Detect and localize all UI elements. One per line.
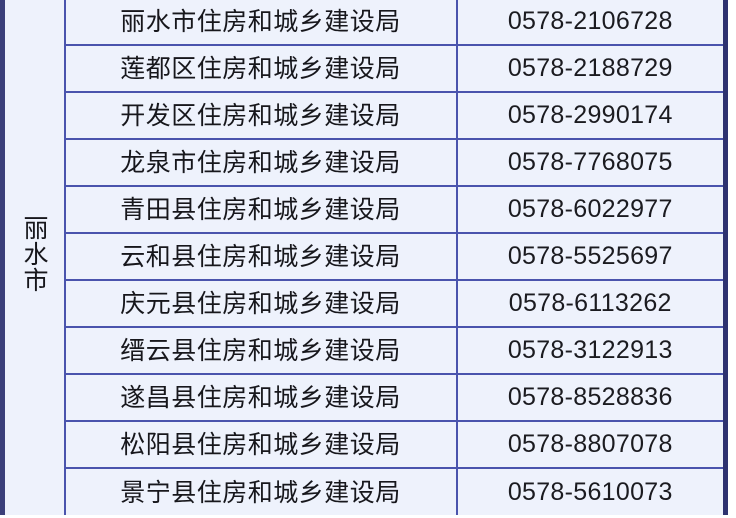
- phone-number: 0578-6113262: [508, 289, 672, 317]
- department-name: 松阳县住房和城乡建设局: [120, 430, 401, 459]
- table-row: 松阳县住房和城乡建设局 0578-8807078: [3, 420, 726, 469]
- department-name: 景宁县住房和城乡建设局: [120, 477, 401, 507]
- table-row: 云和县住房和城乡建设局 0578-5525697: [3, 232, 726, 281]
- phone-number: 0578-2106728: [507, 6, 673, 35]
- department-cell: 庆元县住房和城乡建设局: [63, 279, 458, 328]
- department-cell: 莲都区住房和城乡建设局: [63, 44, 458, 93]
- table-row: 遂昌县住房和城乡建设局 0578-8528836: [3, 373, 726, 422]
- phone-cell: 0578-2990174: [455, 91, 726, 140]
- table-row: 开发区住房和城乡建设局 0578-2990174: [3, 91, 726, 140]
- department-name: 开发区住房和城乡建设局: [120, 101, 401, 130]
- department-cell: 景宁县住房和城乡建设局: [63, 467, 458, 515]
- department-cell: 遂昌县住房和城乡建设局: [63, 373, 458, 422]
- phone-number: 0578-8528836: [507, 383, 673, 411]
- department-name: 丽水市住房和城乡建设局: [120, 6, 401, 36]
- phone-number: 0578-2188729: [507, 54, 673, 82]
- department-name: 云和县住房和城乡建设局: [120, 242, 401, 271]
- department-cell: 开发区住房和城乡建设局: [63, 91, 458, 140]
- table-row: 丽水市 丽水市住房和城乡建设局 0578-2106728: [2, 0, 726, 515]
- region-cell: 丽水市: [2, 0, 66, 515]
- phone-cell: 0578-2188729: [455, 44, 726, 93]
- phone-cell: 0578-5610073: [455, 467, 726, 515]
- department-name: 莲都区住房和城乡建设局: [120, 54, 401, 83]
- table-row: 缙云县住房和城乡建设局 0578-3122913: [3, 326, 726, 375]
- phone-cell: 0578-3122913: [455, 326, 726, 375]
- department-cell: 松阳县住房和城乡建设局: [63, 420, 458, 469]
- phone-cell: 0578-2106728: [455, 0, 726, 46]
- table-row: 景宁县住房和城乡建设局 0578-5610073: [3, 467, 726, 515]
- phone-cell: 0578-5525697: [455, 232, 726, 281]
- department-name: 青田县住房和城乡建设局: [120, 195, 401, 224]
- phone-number: 0578-5525697: [507, 242, 673, 270]
- department-cell: 丽水市住房和城乡建设局: [63, 0, 458, 46]
- department-cell: 龙泉市住房和城乡建设局: [63, 138, 458, 187]
- region-label: 丽水市: [20, 215, 49, 293]
- table-body: 丽水市 丽水市住房和城乡建设局 0578-2106728 莲都区住房和城乡建设局…: [2, 0, 726, 515]
- table-row: 青田县住房和城乡建设局 0578-6022977: [3, 185, 726, 234]
- phone-cell: 0578-7768075: [455, 138, 726, 187]
- phone-number: 0578-5610073: [507, 477, 673, 506]
- phone-cell: 0578-6022977: [455, 185, 726, 234]
- department-name: 庆元县住房和城乡建设局: [120, 289, 401, 318]
- department-cell: 缙云县住房和城乡建设局: [63, 326, 458, 375]
- phone-cell: 0578-8807078: [455, 420, 726, 469]
- department-cell: 云和县住房和城乡建设局: [63, 232, 458, 281]
- department-name: 缙云县住房和城乡建设局: [120, 336, 401, 365]
- phone-cell: 0578-8528836: [455, 373, 726, 422]
- department-name: 龙泉市住房和城乡建设局: [120, 148, 401, 177]
- table-row: 龙泉市住房和城乡建设局 0578-7768075: [3, 138, 726, 187]
- phone-number: 0578-7768075: [507, 148, 673, 176]
- phone-cell: 0578-6113262: [455, 279, 726, 328]
- phone-number: 0578-3122913: [507, 336, 673, 364]
- department-cell: 青田县住房和城乡建设局: [63, 185, 458, 234]
- phone-number: 0578-2990174: [507, 101, 673, 129]
- phone-number: 0578-6022977: [507, 195, 673, 223]
- department-name: 遂昌县住房和城乡建设局: [120, 383, 401, 412]
- phone-number: 0578-8807078: [507, 430, 673, 458]
- table-row: 莲都区住房和城乡建设局 0578-2188729: [3, 44, 726, 93]
- table-row: 庆元县住房和城乡建设局 0578-6113262: [3, 279, 726, 328]
